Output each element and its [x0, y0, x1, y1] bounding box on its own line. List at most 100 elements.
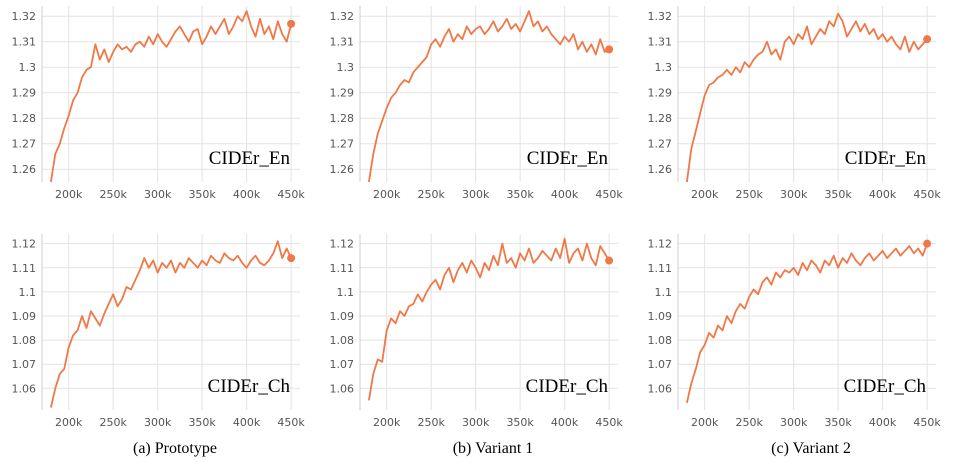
y-tick-label: 1.09: [12, 310, 37, 323]
y-tick-label: 1.08: [330, 334, 355, 347]
series-end-point: [287, 254, 296, 263]
y-tick-label: 1.3: [655, 61, 673, 74]
x-tick-label: 350k: [188, 416, 216, 429]
x-tick-label: 250k: [735, 416, 763, 429]
y-tick-label: 1.27: [12, 138, 37, 151]
y-tick-label: 1.3: [19, 61, 37, 74]
y-tick-label: 1.09: [330, 310, 355, 323]
x-tick-label: 450k: [277, 416, 305, 429]
y-tick-label: 1.29: [330, 87, 355, 100]
x-tick-label: 250k: [735, 188, 763, 201]
y-tick-label: 1.28: [330, 112, 355, 125]
chart-panel-2: 1.26 1.27 1.28 1.29 1.3 1.31 1.32 200k 250k 300k 3…: [330, 6, 623, 201]
chart-panel-3: 1.26 1.27 1.28 1.29 1.3 1.31 1.32 200k 250k 300k 3…: [648, 6, 941, 201]
metric-label: CIDEr_Ch: [526, 376, 609, 397]
series-end-point: [605, 256, 614, 265]
x-tick-label: 400k: [551, 416, 579, 429]
y-tick-label: 1.07: [330, 358, 355, 371]
y-tick-label: 1.1: [337, 286, 355, 299]
series-line-1: [368, 237, 610, 401]
x-tick-label: 350k: [824, 188, 852, 201]
y-tick-label: 1.07: [12, 358, 37, 371]
x-tick-label: 300k: [144, 188, 172, 201]
metric-label: CIDEr_En: [527, 148, 609, 169]
x-tick-label: 250k: [99, 188, 127, 201]
x-tick-label: 350k: [188, 188, 216, 201]
y-tick-label: 1.29: [12, 87, 37, 100]
y-tick-label: 1.28: [12, 112, 37, 125]
x-tick-label: 450k: [595, 416, 623, 429]
y-tick-label: 1.27: [330, 138, 355, 151]
y-tick-label: 1.26: [330, 163, 355, 176]
chart-panel-1: 1.26 1.27 1.28 1.29 1.3 1.31 1.32 200k 250k 300k 3…: [12, 6, 305, 201]
x-tick-label: 200k: [55, 416, 83, 429]
y-tick-label: 1.28: [648, 112, 673, 125]
x-tick-label: 350k: [824, 416, 852, 429]
series-line-1: [368, 10, 610, 183]
x-tick-label: 200k: [691, 416, 719, 429]
x-tick-label: 400k: [869, 416, 897, 429]
x-tick-label: 450k: [277, 188, 305, 201]
x-tick-label: 400k: [233, 188, 261, 201]
x-tick-label: 350k: [506, 188, 534, 201]
x-tick-label: 400k: [551, 188, 579, 201]
y-tick-label: 1.06: [648, 382, 673, 395]
y-tick-label: 1.11: [648, 262, 673, 275]
chart-panel-5: 1.06 1.07 1.08 1.09 1.1 1.11 1.12 200k 250k 300k 3…: [330, 234, 623, 429]
series-end-point: [923, 35, 932, 44]
y-tick-label: 1.31: [648, 36, 673, 49]
x-tick-label: 250k: [99, 416, 127, 429]
y-tick-label: 1.32: [330, 10, 355, 23]
y-tick-label: 1.1: [19, 286, 37, 299]
metric-label: CIDEr_Ch: [844, 376, 927, 397]
x-tick-label: 300k: [780, 188, 808, 201]
x-tick-label: 250k: [417, 416, 445, 429]
x-tick-label: 400k: [869, 188, 897, 201]
x-tick-label: 400k: [233, 416, 261, 429]
series-end-point: [605, 45, 614, 54]
x-tick-label: 450k: [595, 188, 623, 201]
y-tick-label: 1.06: [12, 382, 37, 395]
y-tick-label: 1.11: [12, 262, 37, 275]
y-tick-label: 1.29: [648, 87, 673, 100]
metric-label: CIDEr_En: [209, 148, 291, 169]
series-end-point: [923, 239, 932, 248]
y-tick-label: 1.08: [12, 334, 37, 347]
y-tick-label: 1.27: [648, 138, 673, 151]
y-tick-label: 1.32: [648, 10, 673, 23]
x-tick-label: 450k: [913, 188, 941, 201]
series-line-1: [686, 243, 928, 404]
metric-label: CIDEr_Ch: [208, 376, 291, 397]
series-line-1: [50, 10, 292, 183]
y-tick-label: 1.11: [330, 262, 355, 275]
y-tick-label: 1.26: [648, 163, 673, 176]
series-line-1: [686, 12, 928, 183]
x-tick-label: 350k: [506, 416, 534, 429]
x-tick-label: 200k: [373, 188, 401, 201]
x-tick-label: 200k: [691, 188, 719, 201]
y-tick-label: 1.06: [330, 382, 355, 395]
y-tick-label: 1.12: [648, 238, 673, 251]
y-tick-label: 1.32: [12, 10, 37, 23]
y-tick-label: 1.09: [648, 310, 673, 323]
chart-panel-4: 1.06 1.07 1.08 1.09 1.1 1.11 1.12 200k 250k 300k 3…: [12, 234, 305, 429]
y-tick-label: 1.31: [12, 36, 37, 49]
chart-panel-6: 1.06 1.07 1.08 1.09 1.1 1.11 1.12 200k 250k 300k 3…: [648, 234, 941, 429]
x-tick-label: 300k: [462, 416, 490, 429]
x-tick-label: 450k: [913, 416, 941, 429]
series-end-point: [287, 19, 296, 28]
x-tick-label: 200k: [373, 416, 401, 429]
y-tick-label: 1.31: [330, 36, 355, 49]
x-tick-label: 300k: [144, 416, 172, 429]
y-tick-label: 1.08: [648, 334, 673, 347]
series-line-1: [50, 240, 292, 408]
metric-label: CIDEr_En: [845, 148, 927, 169]
x-tick-label: 250k: [417, 188, 445, 201]
y-tick-label: 1.3: [337, 61, 355, 74]
caption-prototype: (a) Prototype: [133, 440, 217, 457]
x-tick-label: 200k: [55, 188, 83, 201]
y-tick-label: 1.26: [12, 163, 37, 176]
caption-variant-2: (c) Variant 2: [771, 440, 851, 457]
x-tick-label: 300k: [462, 188, 490, 201]
